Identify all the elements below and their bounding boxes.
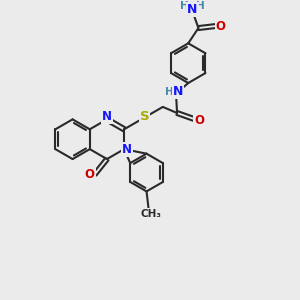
Text: N: N <box>187 3 197 16</box>
Text: O: O <box>85 168 95 181</box>
Text: H: H <box>180 1 189 11</box>
Text: N: N <box>173 85 183 98</box>
Text: O: O <box>216 20 226 32</box>
Text: N: N <box>102 110 112 123</box>
Text: H: H <box>165 87 173 97</box>
Text: S: S <box>140 110 149 123</box>
Text: CH₃: CH₃ <box>140 209 161 219</box>
Text: N: N <box>122 142 132 156</box>
Text: H: H <box>196 1 205 11</box>
Text: O: O <box>194 114 204 127</box>
